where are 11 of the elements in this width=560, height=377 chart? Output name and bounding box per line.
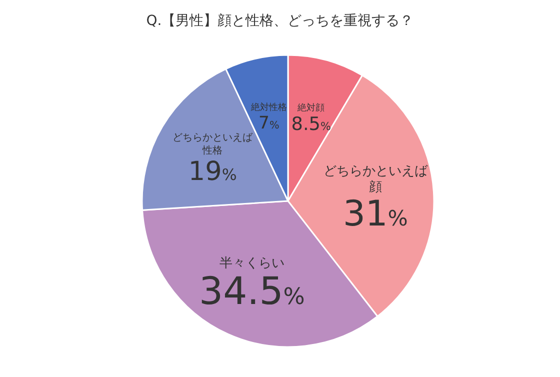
chart-title: Q.【男性】顔と性格、どっちを重視する？ [145, 12, 415, 30]
data-label: 31% [342, 194, 408, 235]
slice-label: どちらかといえば顔 [323, 164, 428, 195]
slice-label: 絶対性格 [250, 102, 287, 113]
slice-label: 絶対顔 [296, 102, 325, 114]
slice-label: どちらかといえば性格 [172, 132, 254, 156]
data-label: 8.5% [291, 114, 331, 135]
slice-label: 半々くらい [219, 256, 284, 271]
data-label: 34.5% [199, 268, 305, 313]
data-label: 19% [188, 156, 237, 187]
data-label: 7% [258, 113, 280, 134]
